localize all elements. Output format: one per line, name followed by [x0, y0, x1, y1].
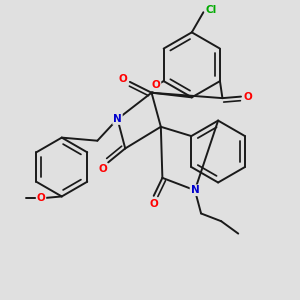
- Text: O: O: [243, 92, 252, 102]
- Text: N: N: [190, 185, 199, 195]
- Text: O: O: [149, 199, 158, 208]
- Text: O: O: [119, 74, 128, 84]
- Text: O: O: [152, 80, 161, 90]
- Text: O: O: [37, 193, 45, 203]
- Text: O: O: [98, 164, 107, 174]
- Text: N: N: [113, 114, 122, 124]
- Text: Cl: Cl: [206, 5, 217, 15]
